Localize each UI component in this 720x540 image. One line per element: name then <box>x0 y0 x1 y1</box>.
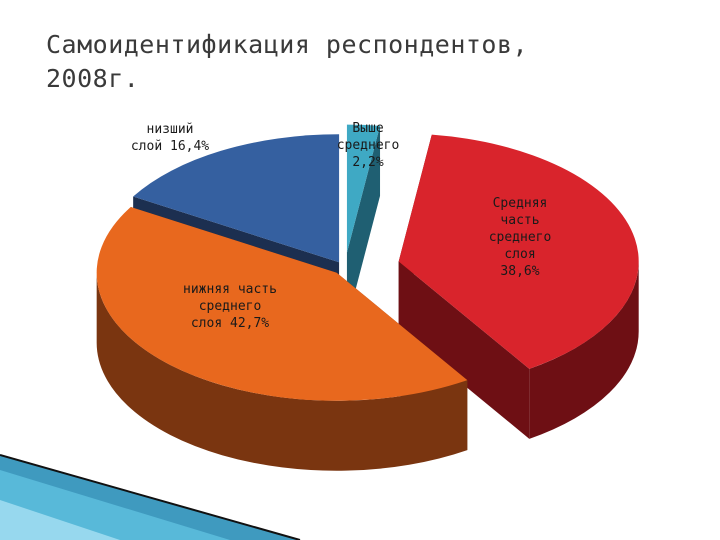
slice-vyshe-srednego-label: Выше среднего 2,2% <box>337 121 400 170</box>
slice-srednyaya-chast-label: Средняя часть среднего слоя 38,6% <box>489 196 552 279</box>
slice-srednyaya-chast-top <box>398 134 639 369</box>
slice-nizhnyaya-chast-top <box>96 207 468 401</box>
slide-title: Самоидентификация респондентов, 2008г. <box>46 30 529 93</box>
slice-vyshe-srednego-top <box>346 124 381 253</box>
pie-tops <box>96 124 639 401</box>
slice-srednyaya-chast-wall-end <box>398 261 530 439</box>
pie-labels: Выше среднего 2,2% Средняя часть среднего слоя… <box>131 121 551 331</box>
slice-nizhnyaya-chast-outer-wall <box>96 272 468 471</box>
slice-vyshe-srednego-wall-end <box>346 125 381 323</box>
slice-srednyaya-chast-outer-wall <box>529 261 639 439</box>
slice-nizhnyaya-chast-label: нижняя часть среднего слоя 42,7% <box>183 282 277 331</box>
slice-vyshe-srednego-side <box>346 125 381 323</box>
slice-nizshiy-sloy-top <box>133 134 340 263</box>
slice-nizshiy-sloy-label: низший слой 16,4% <box>131 122 209 154</box>
